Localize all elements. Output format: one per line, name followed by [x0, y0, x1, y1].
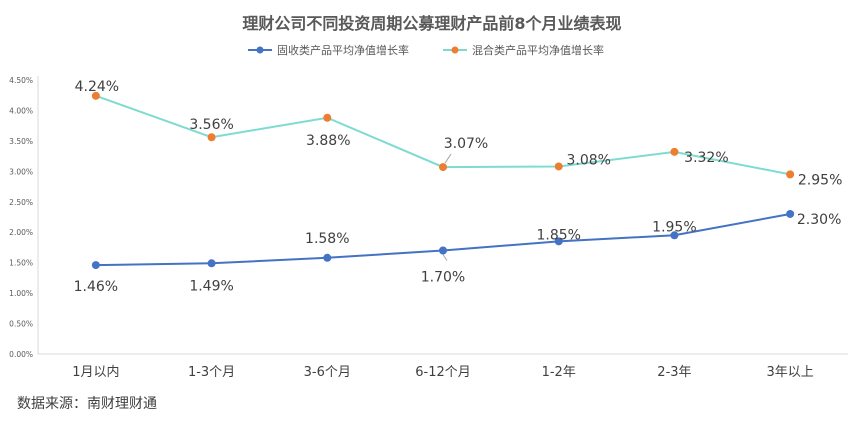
- leader-line: [442, 254, 448, 261]
- data-point: [207, 259, 216, 268]
- x-tick-label: 6-12个月: [415, 365, 471, 380]
- y-tick-label: 2.00%: [9, 228, 33, 237]
- x-ticks: 1月以内 1-3个月 3-6个月 6-12个月 1-2年 2-3年 3年以上: [72, 364, 814, 380]
- y-tick-label: 1.50%: [9, 259, 33, 268]
- data-label: 2.30%: [797, 212, 841, 228]
- y-tick-label: 3.50%: [9, 137, 33, 146]
- data-point: [670, 231, 679, 240]
- data-label: 1.46%: [74, 279, 118, 295]
- leader-line: [444, 153, 452, 164]
- data-point: [323, 253, 332, 262]
- data-point: [786, 209, 795, 218]
- legend-label: 混合类产品平均净值增长率: [472, 43, 604, 57]
- x-tick-label: 1-2年: [542, 365, 576, 380]
- y-tick-label: 0.50%: [9, 320, 33, 329]
- data-label: 1.58%: [305, 231, 349, 247]
- source-note: 数据来源：南财理财通: [17, 396, 157, 412]
- data-point: [91, 261, 100, 270]
- data-label: 1.95%: [652, 219, 696, 235]
- legend-marker: [451, 46, 459, 54]
- x-tick-label: 1月以内: [72, 364, 119, 380]
- data-point: [554, 162, 563, 171]
- data-label: 2.95%: [798, 172, 842, 188]
- data-point: [323, 113, 332, 122]
- data-point: [670, 147, 679, 156]
- y-tick-label: 2.50%: [9, 198, 33, 207]
- series-points: [91, 91, 795, 270]
- data-point: [91, 91, 100, 100]
- data-label: 3.88%: [306, 133, 350, 149]
- x-tick-label: 3年以上: [767, 365, 814, 380]
- data-label: 3.32%: [684, 150, 728, 166]
- y-tick-label: 4.50%: [9, 76, 33, 85]
- legend: 固收类产品平均净值增长率 混合类产品平均净值增长率: [248, 43, 604, 57]
- legend-label: 固收类产品平均净值增长率: [277, 43, 409, 57]
- data-label: 3.07%: [444, 136, 488, 152]
- data-labels: 1.46% 1.49% 1.58% 1.70% 1.85% 1.95% 2.30% 4.24%…: [74, 79, 843, 295]
- data-point: [439, 246, 447, 255]
- y-tick-label: 3.00%: [9, 167, 33, 176]
- data-label: 1.70%: [421, 269, 465, 285]
- data-label: 1.49%: [189, 278, 233, 294]
- data-point: [786, 170, 795, 179]
- data-label: 3.56%: [189, 117, 233, 133]
- chart-title: 理财公司不同投资周期公募理财产品前8个月业绩表现: [242, 14, 621, 33]
- legend-marker: [256, 46, 264, 54]
- y-tick-label: 0.00%: [9, 350, 33, 359]
- y-tick-label: 4.00%: [9, 106, 33, 115]
- data-label: 4.24%: [75, 79, 119, 95]
- x-tick-label: 3-6个月: [304, 365, 351, 380]
- data-point: [439, 163, 447, 172]
- y-tick-label: 1.00%: [9, 289, 33, 298]
- data-label: 3.08%: [566, 152, 610, 168]
- y-ticks: 0.00% 0.50% 1.00% 1.50% 2.00% 2.50% 3.00% 3.50%…: [9, 76, 33, 359]
- x-tick-label: 1-3个月: [188, 365, 235, 380]
- data-point: [207, 133, 216, 142]
- data-label: 1.85%: [536, 227, 580, 243]
- x-tick-label: 2-3年: [657, 365, 691, 380]
- data-point: [554, 237, 563, 246]
